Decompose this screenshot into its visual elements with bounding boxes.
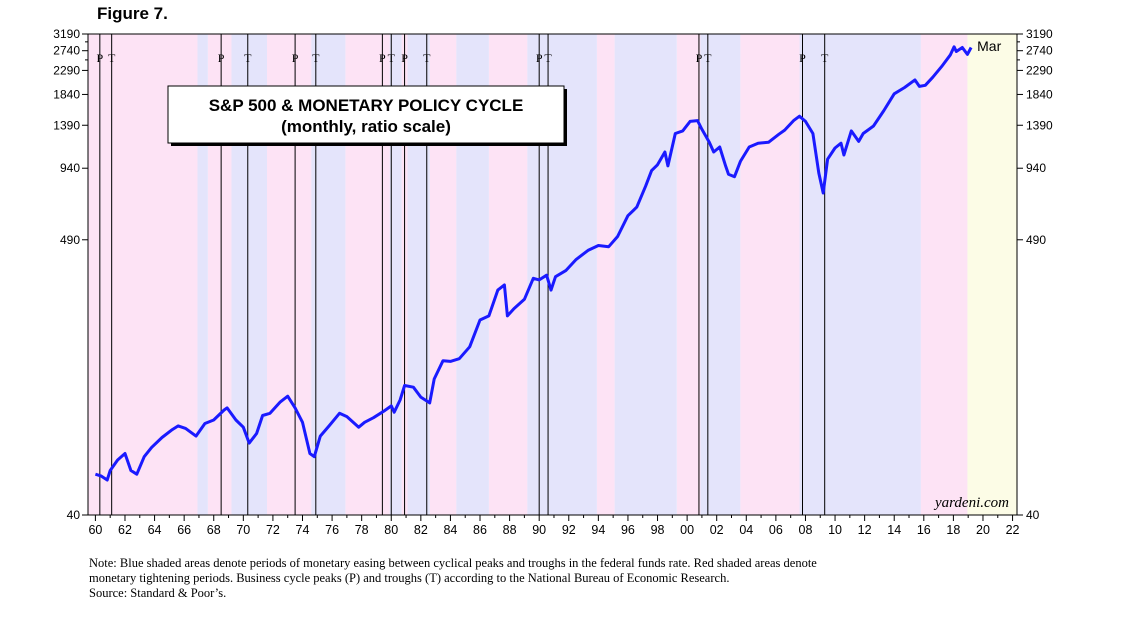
x-tick-label: 72 <box>266 523 280 537</box>
x-tick-label: 60 <box>88 523 102 537</box>
x-tick-label: 06 <box>769 523 783 537</box>
easing-band <box>407 34 430 515</box>
x-tick-label: 96 <box>621 523 635 537</box>
x-tick-label: 12 <box>858 523 872 537</box>
x-tick-label: 10 <box>828 523 842 537</box>
y-tick-label-right: 40 <box>1026 508 1040 522</box>
x-tick-label: 90 <box>532 523 546 537</box>
x-tick-label: 88 <box>503 523 517 537</box>
x-tick-label: 02 <box>710 523 724 537</box>
cycle-label-t: T <box>821 51 829 65</box>
tightening-band <box>676 34 701 515</box>
note-line-2: monetary tightening periods. Business cy… <box>89 571 730 585</box>
source-line: Source: Standard & Poor’s. <box>89 586 227 600</box>
y-tick-label-left: 940 <box>60 161 80 175</box>
x-tick-label: 92 <box>562 523 576 537</box>
y-tick-label-left: 2740 <box>53 44 80 58</box>
x-tick-label: 68 <box>207 523 221 537</box>
figure-label: Figure 7. <box>97 4 168 23</box>
end-label: Mar <box>977 38 1001 54</box>
chart-note: Note: Blue shaded areas denote periods o… <box>89 556 1089 601</box>
cycle-label-t: T <box>108 51 116 65</box>
x-tick-label: 08 <box>799 523 813 537</box>
cycle-label-p: P <box>96 51 103 65</box>
cycle-label-t: T <box>544 51 552 65</box>
y-tick-label-right: 3190 <box>1026 27 1053 41</box>
x-tick-label: 70 <box>236 523 250 537</box>
x-tick-label: 14 <box>887 523 901 537</box>
plot-frame <box>87 33 1018 516</box>
tightening-band <box>596 34 615 515</box>
y-tick-label-right: 2740 <box>1026 44 1053 58</box>
y-tick-label-right: 940 <box>1026 161 1046 175</box>
x-tick-label: 84 <box>443 523 457 537</box>
x-tick-label: 04 <box>739 523 753 537</box>
cycle-label-t: T <box>704 51 712 65</box>
chart-title: S&P 500 & MONETARY POLICY CYCLE <box>209 96 524 115</box>
chart-text: S&P 500 & MONETARY POLICY CYCLE (monthly,… <box>167 38 1009 511</box>
title-box <box>167 85 565 144</box>
easing-band <box>389 34 402 515</box>
x-tick-label: 16 <box>917 523 931 537</box>
cycle-label-p: P <box>799 51 806 65</box>
x-tick-label: 98 <box>651 523 665 537</box>
watermark: yardeni.com <box>933 495 1009 511</box>
y-tick-label-left: 3190 <box>53 27 80 41</box>
x-tick-label: 74 <box>296 523 310 537</box>
easing-band <box>700 34 741 515</box>
cycle-label-p: P <box>218 51 225 65</box>
tightening-band <box>920 34 968 515</box>
x-tick-label: 00 <box>680 523 694 537</box>
cycle-label-t: T <box>244 51 252 65</box>
cycle-label-t: T <box>388 51 396 65</box>
x-tick-label: 22 <box>1006 523 1020 537</box>
cycle-label-p: P <box>292 51 299 65</box>
x-tick-label: 82 <box>414 523 428 537</box>
chart-subtitle: (monthly, ratio scale) <box>281 117 451 136</box>
y-tick-label-right: 1390 <box>1026 118 1053 132</box>
cycle-label-p: P <box>536 51 543 65</box>
tightening-band <box>740 34 800 515</box>
x-tick-label: 76 <box>325 523 339 537</box>
x-tick-label: 66 <box>177 523 191 537</box>
cycle-label-p: P <box>696 51 703 65</box>
sp500-line <box>94 45 973 482</box>
x-tick-label: 86 <box>473 523 487 537</box>
easing-band <box>614 34 677 515</box>
x-tick-label: 80 <box>384 523 398 537</box>
x-tick-label: 78 <box>355 523 369 537</box>
easing-band <box>197 34 208 515</box>
y-tick-label-right: 2290 <box>1026 63 1053 77</box>
y-tick-label-left: 1840 <box>53 87 80 101</box>
cycle-label-t: T <box>312 51 320 65</box>
y-tick-label-right: 1840 <box>1026 87 1053 101</box>
y-tick-label-left: 2290 <box>53 63 80 77</box>
easing-band <box>799 34 921 515</box>
cycle-label-p: P <box>401 51 408 65</box>
y-tick-label-left: 490 <box>60 233 80 247</box>
x-tick-label: 20 <box>976 523 990 537</box>
cycle-label-t: T <box>423 51 431 65</box>
sp500-series <box>94 45 973 482</box>
y-tick-label-right: 490 <box>1026 233 1046 247</box>
x-tick-label: 18 <box>946 523 960 537</box>
tightening-band <box>207 34 232 515</box>
x-tick-label: 62 <box>118 523 132 537</box>
y-tick-label-left: 1390 <box>53 118 80 132</box>
y-tick-label-left: 40 <box>67 508 81 522</box>
x-tick-label: 94 <box>591 523 605 537</box>
x-tick-label: 64 <box>148 523 162 537</box>
note-line-1: Note: Blue shaded areas denote periods o… <box>89 556 817 570</box>
future-band <box>967 34 1017 515</box>
cycle-label-p: P <box>379 51 386 65</box>
